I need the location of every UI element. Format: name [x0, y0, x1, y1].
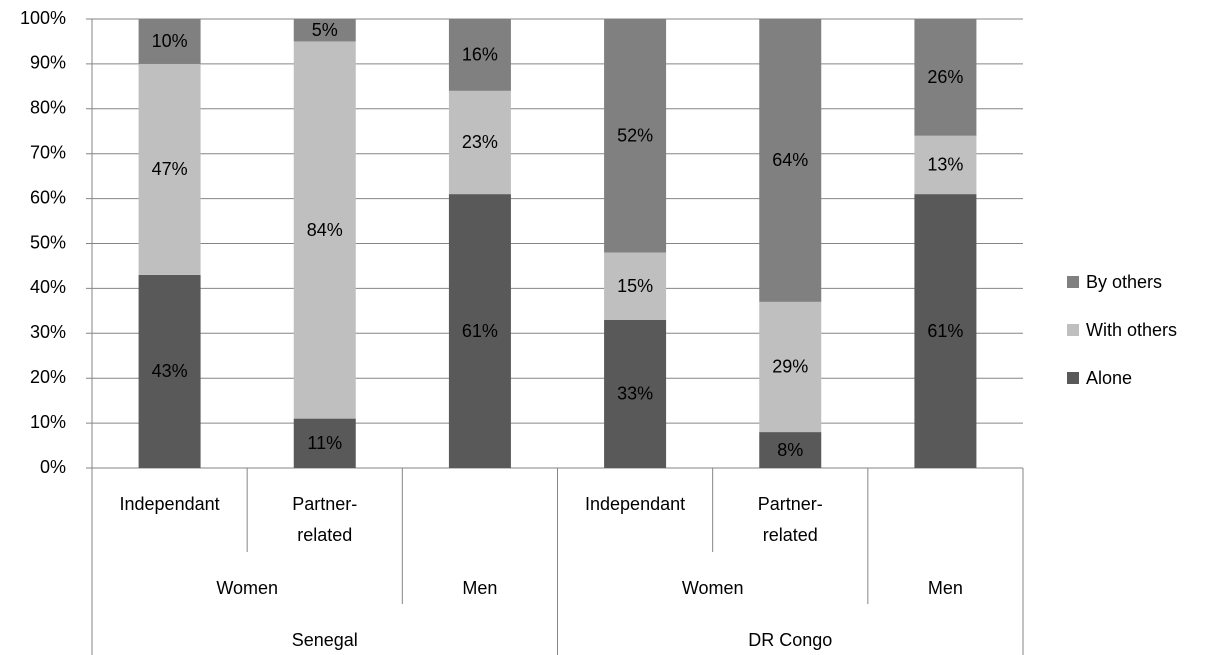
bar-segment	[293, 418, 356, 468]
bar-segment	[914, 19, 977, 136]
bar-segment	[293, 19, 356, 42]
data-label: 26%	[927, 67, 963, 87]
legend-label: By others	[1086, 272, 1162, 292]
data-label: 33%	[617, 384, 653, 404]
y-tick-label: 100%	[20, 8, 66, 28]
category-label: Partner-related	[292, 494, 357, 545]
bar-segment	[448, 19, 511, 91]
subgroup-label: Women	[682, 578, 744, 598]
category-label: Independant	[585, 494, 685, 514]
legend-swatch	[1067, 372, 1079, 384]
bar-segment	[604, 19, 667, 253]
bar-segment	[448, 194, 511, 468]
data-label: 11%	[307, 433, 342, 453]
grid	[86, 18, 1024, 655]
data-label: 16%	[462, 45, 498, 65]
y-tick-label: 10%	[30, 412, 66, 432]
bar-segment	[138, 274, 201, 468]
data-label: 10%	[152, 31, 188, 51]
y-tick-label: 80%	[30, 98, 66, 118]
y-tick-label: 90%	[30, 53, 66, 73]
bars	[138, 19, 977, 468]
bar-segment	[293, 41, 356, 419]
category-label: Partner-related	[758, 494, 823, 545]
legend-swatch	[1067, 276, 1079, 288]
group-label: DR Congo	[748, 630, 832, 650]
data-label: 29%	[772, 357, 808, 377]
data-label: 61%	[462, 321, 498, 341]
data-label: 84%	[307, 220, 343, 240]
y-tick-label: 50%	[30, 232, 66, 252]
y-tick-label: 30%	[30, 322, 66, 342]
data-label: 8%	[777, 440, 803, 460]
data-label: 43%	[152, 361, 188, 381]
bar-segment	[914, 194, 977, 468]
subgroup-label: Men	[928, 578, 963, 598]
bar-segment	[138, 63, 201, 275]
data-label: 64%	[772, 150, 808, 170]
data-label: 61%	[927, 321, 963, 341]
bar-segment	[759, 301, 822, 433]
data-label: 5%	[312, 20, 338, 40]
legend-swatch	[1067, 324, 1079, 336]
y-tick-label: 70%	[30, 142, 66, 162]
bar-segment	[604, 319, 667, 468]
data-label: 52%	[617, 125, 653, 145]
y-tick-label: 60%	[30, 187, 66, 207]
bar-segment	[759, 19, 822, 302]
y-tick-label: 0%	[40, 457, 66, 477]
data-label: 15%	[617, 276, 653, 296]
data-label: 13%	[927, 155, 963, 175]
legend-label: With others	[1086, 320, 1177, 340]
y-tick-label: 40%	[30, 277, 66, 297]
legend-label: Alone	[1086, 368, 1132, 388]
labels: 0% 10% 20% 30% 40% 50% 60% 70% 80% 90% 100% 43% 47% 1…	[20, 8, 1177, 650]
data-label: 47%	[152, 159, 188, 179]
bar-segment	[604, 252, 667, 320]
bar-segment	[914, 135, 977, 195]
subgroup-label: Men	[462, 578, 497, 598]
y-tick-label: 20%	[30, 367, 66, 387]
group-label: Senegal	[292, 630, 358, 650]
category-label: Independant	[120, 494, 220, 514]
bar-segment	[759, 432, 822, 468]
subgroup-label: Women	[216, 578, 278, 598]
bar-segment	[138, 19, 201, 64]
data-label: 23%	[462, 132, 498, 152]
bar-segment	[448, 90, 511, 195]
